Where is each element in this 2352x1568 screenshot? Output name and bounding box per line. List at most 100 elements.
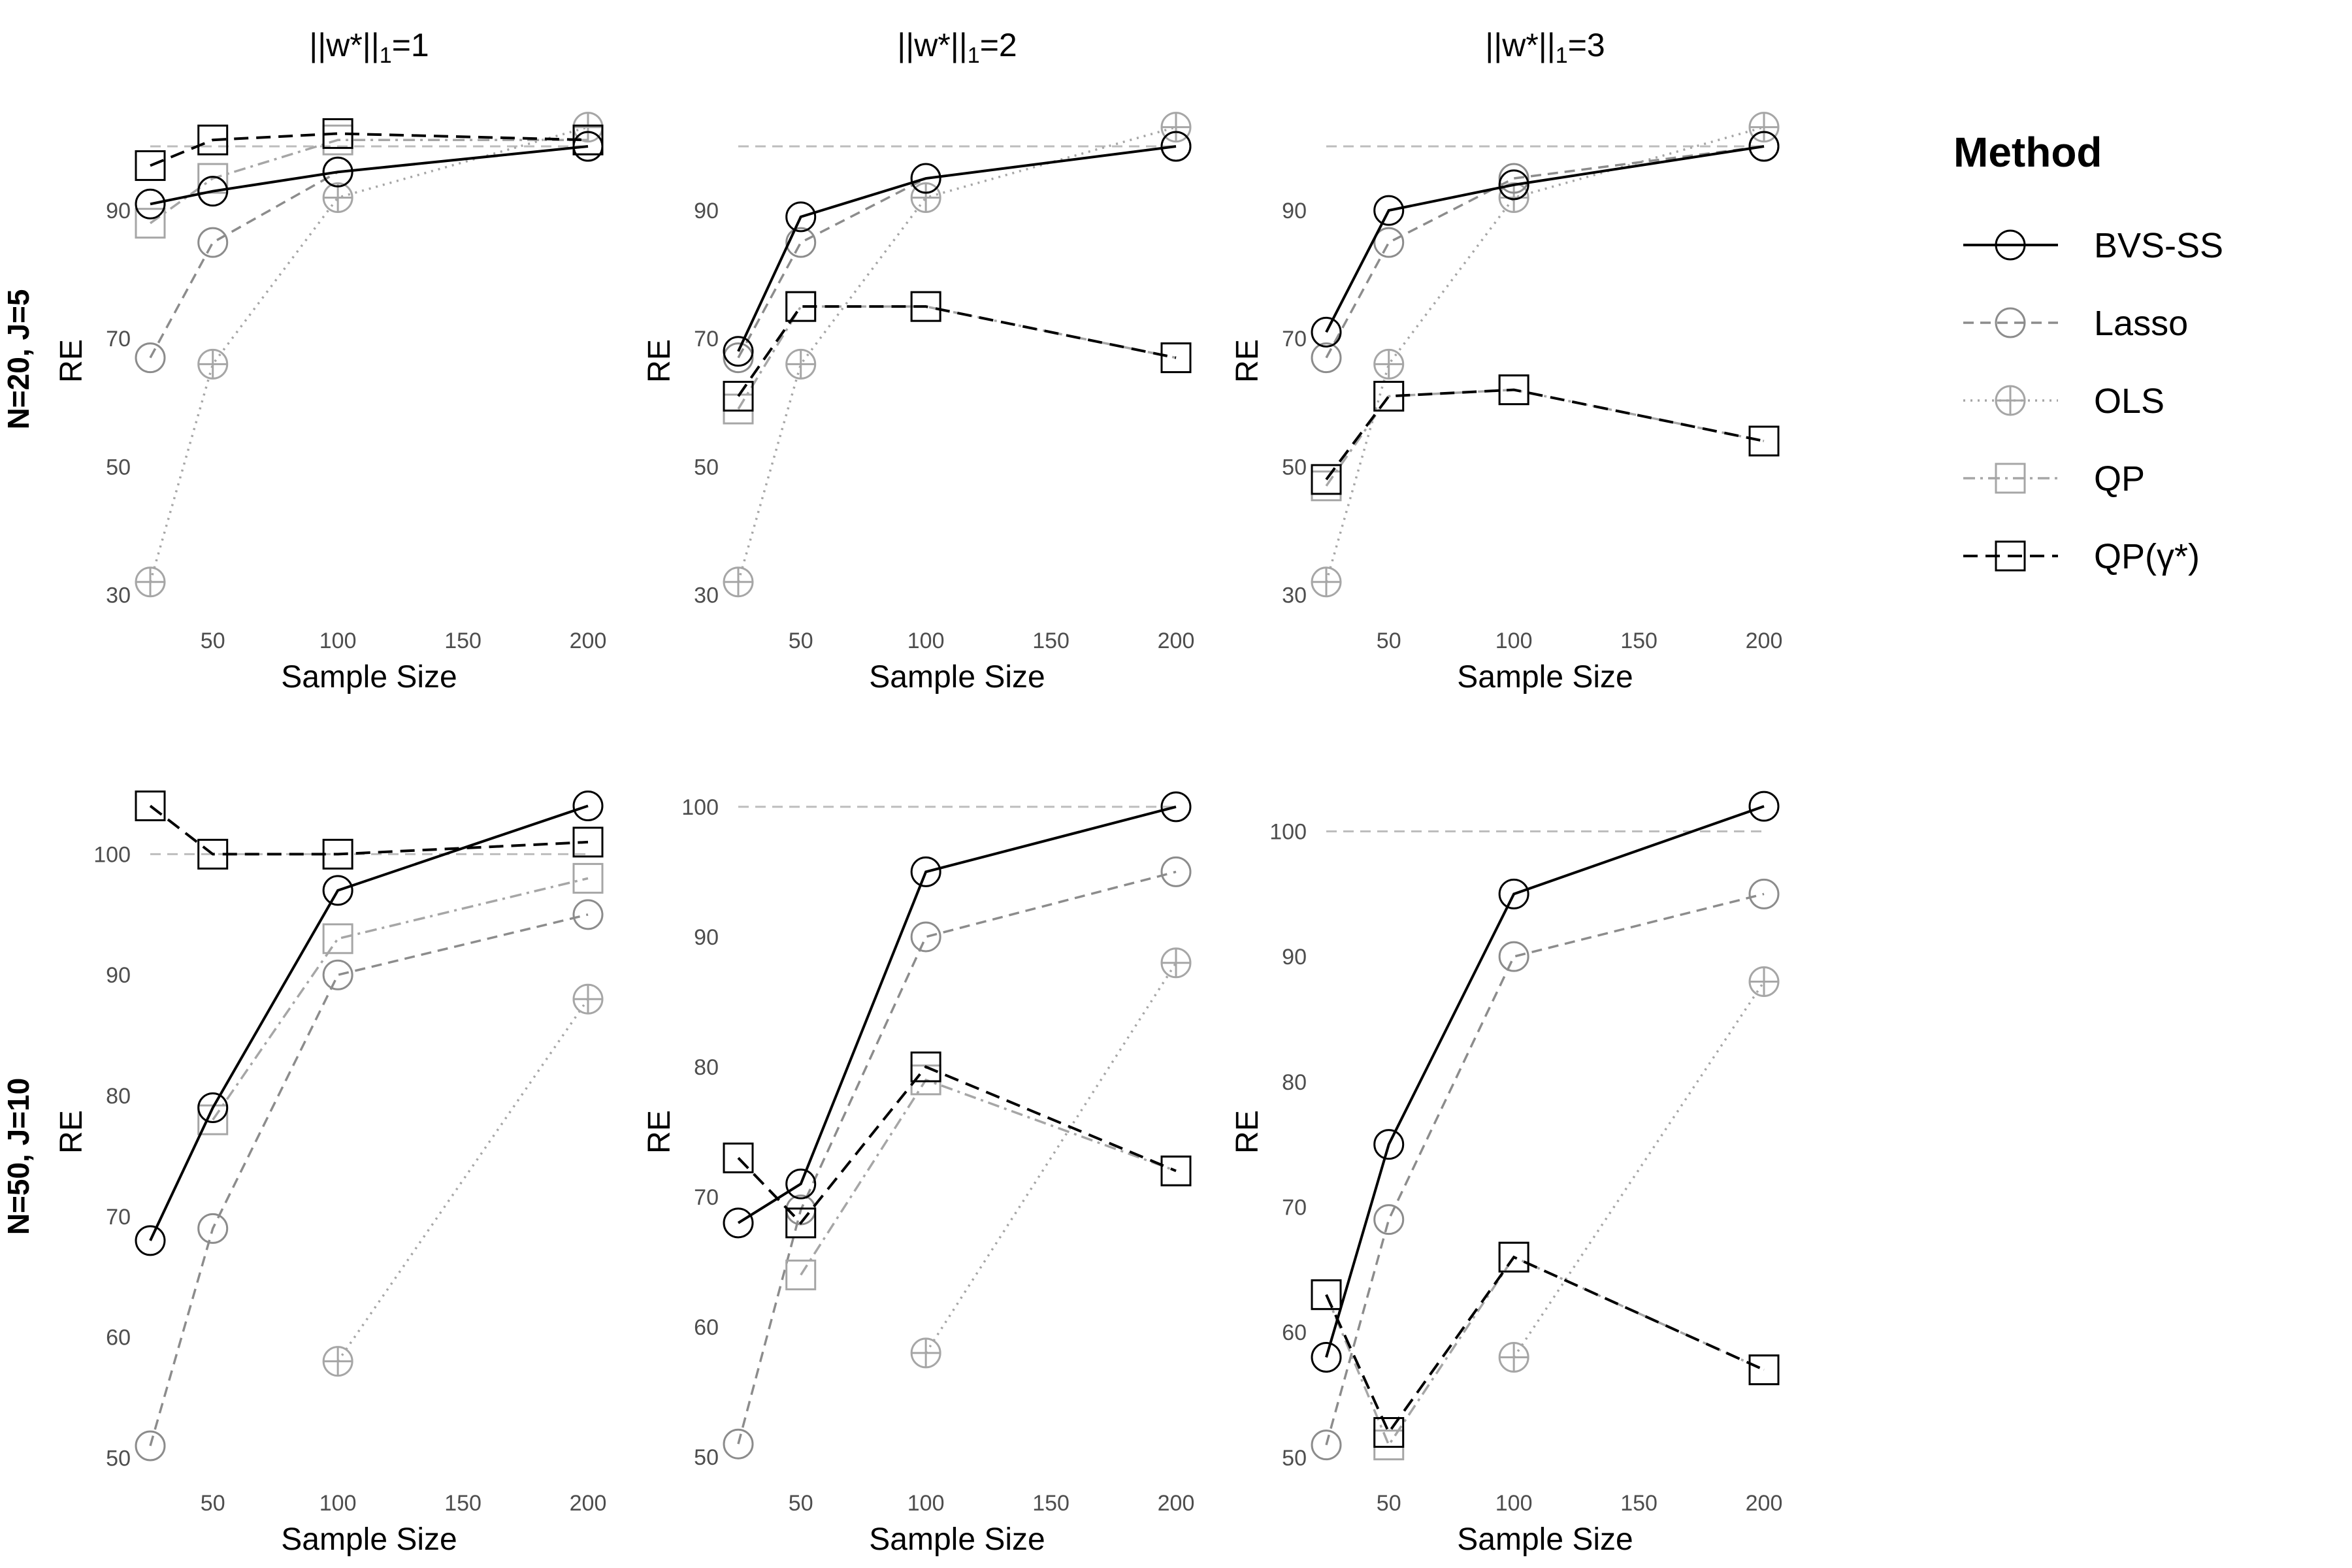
data-point xyxy=(572,983,604,1015)
panels: ||w*||1=1 30 50 70 90 50 100 150 200 Sample Size R… xyxy=(54,27,1782,1557)
data-point xyxy=(197,124,229,155)
data-point xyxy=(785,291,817,322)
legend: Method BVS-SS Lasso OLS QP QP(γ*) xyxy=(1953,129,2223,576)
row-label-bottom: N=50, J=10 xyxy=(1,1078,35,1235)
y-axis-label: RE xyxy=(1230,1110,1265,1154)
data-point xyxy=(322,182,353,213)
series-qpg xyxy=(723,291,1192,412)
data-point xyxy=(785,348,817,380)
y-tick-label: 50 xyxy=(106,455,131,480)
y-tick-label: 70 xyxy=(106,327,131,351)
data-point xyxy=(723,1142,754,1173)
data-point xyxy=(910,1337,941,1369)
series-line xyxy=(336,998,589,1362)
data-point xyxy=(785,227,817,258)
legend-item-qpg: QP(γ*) xyxy=(1963,537,2200,576)
y-tick-label: 90 xyxy=(1282,945,1307,970)
data-point xyxy=(1748,966,1780,997)
panel-r1c2: 50 60 70 80 90 100 50 100 150 200 Sample Size RE xyxy=(1230,791,1782,1557)
data-point xyxy=(1498,182,1529,213)
data-point xyxy=(910,856,941,887)
data-point xyxy=(322,118,353,149)
series-line xyxy=(737,145,1177,352)
series-qpg xyxy=(135,790,604,870)
series-line xyxy=(1325,388,1765,487)
legend-label: QP xyxy=(2094,459,2145,498)
data-point xyxy=(135,188,166,220)
data-point xyxy=(1498,374,1529,406)
data-point xyxy=(1311,1279,1342,1311)
y-tick-label: 80 xyxy=(694,1055,719,1080)
data-point xyxy=(1373,195,1405,226)
data-point xyxy=(572,124,604,155)
legend-marker xyxy=(1995,229,2026,261)
series-ols xyxy=(1311,112,1780,598)
series-bvs-ss xyxy=(1311,791,1780,1373)
y-tick-label: 90 xyxy=(694,199,719,223)
data-point xyxy=(197,1213,229,1244)
x-tick-label: 50 xyxy=(789,1491,813,1516)
series-line xyxy=(737,305,1177,397)
x-tick-label: 150 xyxy=(444,1491,482,1516)
data-point xyxy=(1160,342,1192,374)
data-point xyxy=(1160,947,1192,979)
data-point xyxy=(1498,1241,1529,1273)
x-axis-label: Sample Size xyxy=(869,1522,1045,1557)
series-ols xyxy=(1498,966,1780,1373)
data-point xyxy=(723,342,754,374)
series-line xyxy=(737,1065,1177,1225)
legend-label: OLS xyxy=(2094,382,2164,421)
data-point xyxy=(572,899,604,930)
data-point xyxy=(723,1428,754,1460)
series-line xyxy=(1325,1255,1765,1448)
y-tick-label: 30 xyxy=(106,583,131,608)
series-qpg xyxy=(1311,374,1780,495)
series-qpg xyxy=(135,118,604,181)
series-line xyxy=(1325,145,1765,359)
series-line xyxy=(1512,981,1765,1358)
y-tick-label: 50 xyxy=(106,1446,131,1471)
series-line xyxy=(800,1078,1177,1276)
data-point xyxy=(1373,1417,1405,1448)
series-line xyxy=(149,804,589,856)
x-axis-label: Sample Size xyxy=(1457,660,1633,694)
x-tick-label: 150 xyxy=(444,629,482,653)
series-line xyxy=(1325,892,1765,1446)
series-line xyxy=(924,962,1177,1354)
data-point xyxy=(910,163,941,194)
data-point xyxy=(723,380,754,412)
series-line xyxy=(737,145,1177,359)
data-point xyxy=(135,150,166,181)
x-tick-label: 200 xyxy=(1158,1491,1195,1516)
y-tick-label: 100 xyxy=(93,842,131,867)
x-tick-label: 50 xyxy=(201,629,225,653)
data-point xyxy=(1311,1429,1342,1461)
y-tick-label: 70 xyxy=(106,1205,131,1230)
y-tick-label: 60 xyxy=(1282,1320,1307,1345)
data-point xyxy=(197,227,229,258)
panel-r0c0: ||w*||1=1 30 50 70 90 50 100 150 200 Sample Size R… xyxy=(54,27,606,694)
x-tick-label: 200 xyxy=(570,629,607,653)
series-lasso xyxy=(1311,131,1780,374)
data-point xyxy=(723,336,754,367)
data-point xyxy=(1748,131,1780,162)
x-tick-label: 50 xyxy=(201,1491,225,1516)
y-axis-label: RE xyxy=(54,1110,89,1154)
legend-label: Lasso xyxy=(2094,304,2188,343)
series-ols xyxy=(910,947,1192,1369)
series-lasso xyxy=(723,131,1192,374)
data-point xyxy=(910,921,941,953)
series-lasso xyxy=(1311,878,1780,1461)
data-point xyxy=(322,1346,353,1377)
series-qp xyxy=(135,124,604,239)
y-tick-label: 50 xyxy=(1282,455,1307,480)
data-point xyxy=(322,156,353,188)
series-line xyxy=(150,145,589,206)
data-point xyxy=(197,348,229,380)
data-point xyxy=(322,875,353,906)
x-axis-label: Sample Size xyxy=(281,1522,457,1557)
series-line xyxy=(149,913,589,1446)
series-line xyxy=(149,804,589,1241)
data-point xyxy=(910,291,941,322)
y-tick-label: 70 xyxy=(694,327,719,351)
